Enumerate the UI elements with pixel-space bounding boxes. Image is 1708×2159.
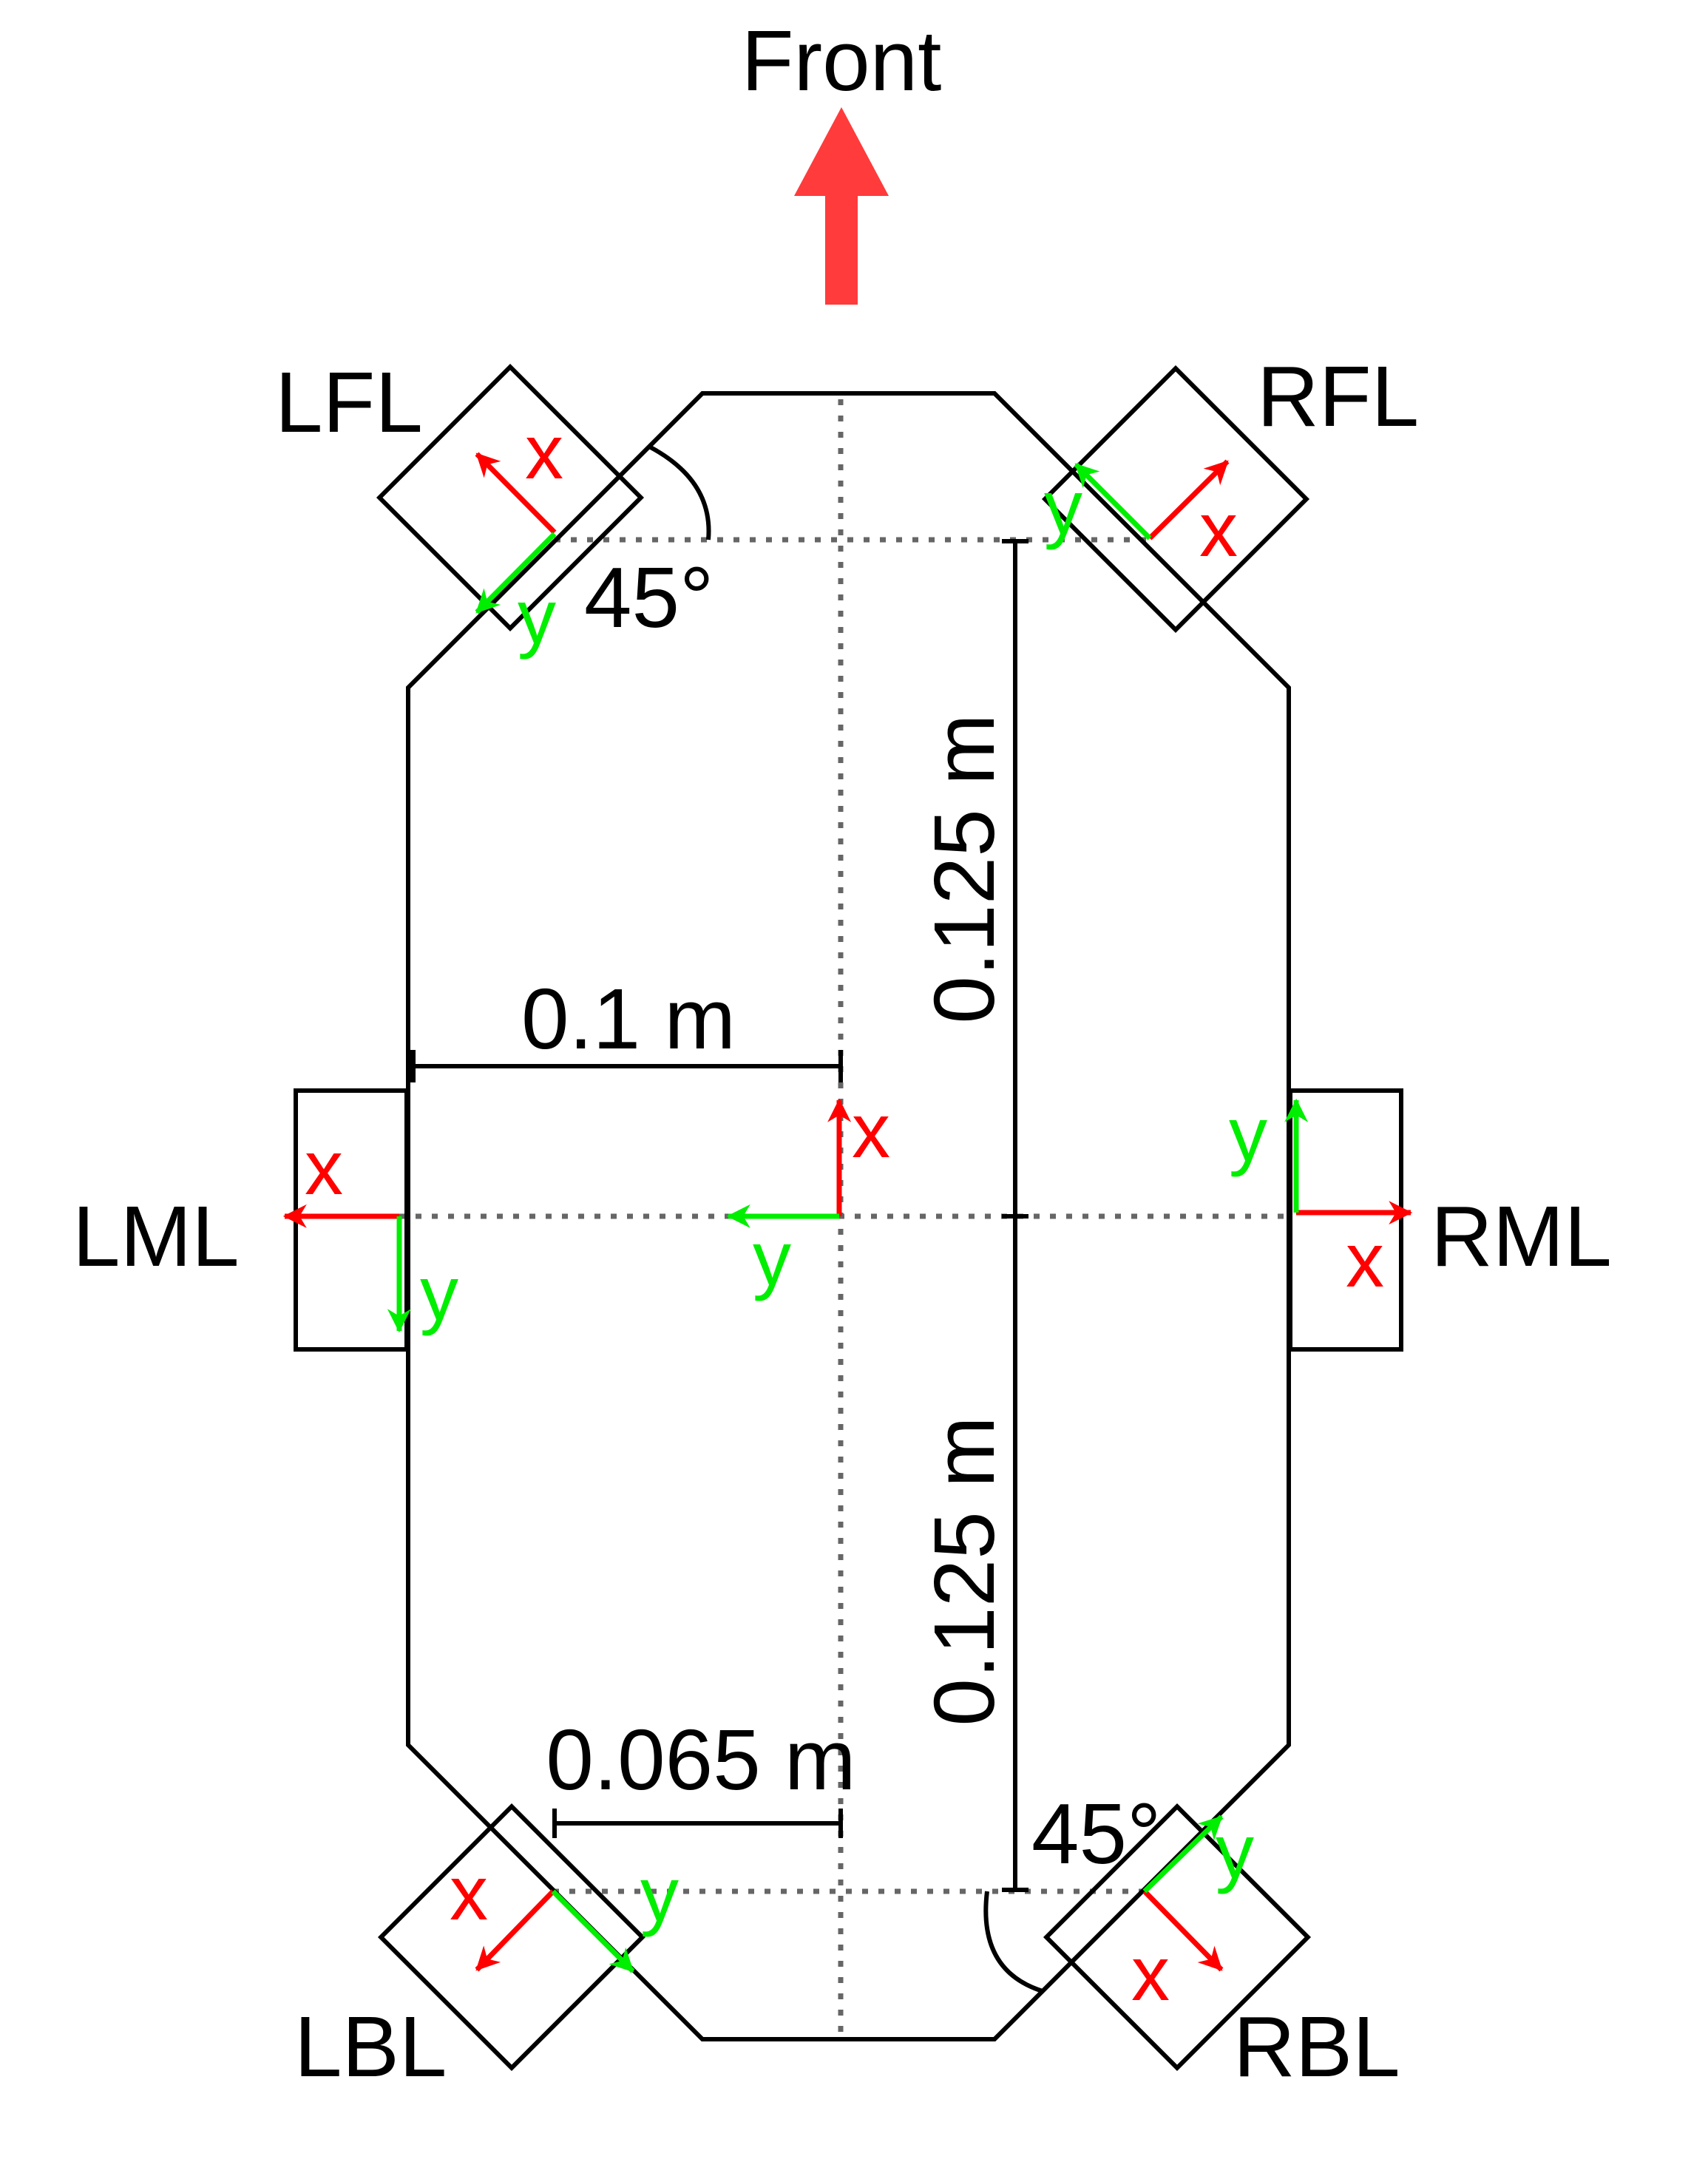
dim-back-half-length-label: 0.125 m bbox=[916, 1416, 1012, 1726]
sensor-label-lfl: LFL bbox=[275, 354, 423, 450]
sensor-box-rfl bbox=[1041, 365, 1310, 634]
center-x-label: x bbox=[852, 1088, 890, 1174]
lfl-y-label: y bbox=[518, 575, 556, 660]
lfl-x-arrow-icon bbox=[475, 452, 557, 535]
rml-x-label: x bbox=[1346, 1218, 1384, 1304]
angle-label-front-left: 45° bbox=[584, 549, 714, 645]
rbl-y-label: y bbox=[1216, 1809, 1254, 1895]
rbl-x-label: x bbox=[1131, 1931, 1170, 2017]
sensor-boxes bbox=[294, 363, 1403, 2072]
rbl-x-arrow-icon bbox=[1142, 1889, 1224, 1972]
lbl-y-label: y bbox=[640, 1852, 679, 1938]
dim-half-width-label: 0.1 m bbox=[521, 971, 736, 1067]
angle-label-back-right: 45° bbox=[1031, 1786, 1161, 1882]
dimension-lines bbox=[407, 539, 1028, 1892]
center-y-label: y bbox=[753, 1216, 791, 1302]
rfl-x-arrow-icon bbox=[1148, 459, 1230, 540]
robot-body bbox=[406, 391, 1291, 2041]
rfl-y-label: y bbox=[1044, 465, 1082, 551]
reference-lines bbox=[399, 399, 1294, 2041]
front-label: Front bbox=[742, 13, 942, 109]
axis-arrows bbox=[282, 452, 1413, 1973]
lml-y-label: y bbox=[420, 1251, 458, 1337]
lfl-y-arrow-icon bbox=[475, 532, 557, 614]
sensor-label-rbl: RBL bbox=[1233, 1999, 1400, 2095]
dim-front-half-length-label: 0.125 m bbox=[916, 714, 1012, 1023]
sensor-box-lbl bbox=[377, 1803, 646, 2072]
front-arrow-icon bbox=[794, 107, 889, 305]
dim-back-offset-label: 0.065 m bbox=[546, 1712, 855, 1808]
sensor-box-rbl bbox=[1043, 1803, 1312, 2072]
sensor-label-lml: LML bbox=[72, 1188, 240, 1284]
sensor-label-lbl: LBL bbox=[294, 1999, 447, 2095]
sensor-label-rfl: RFL bbox=[1257, 348, 1419, 444]
lml-x-label: x bbox=[305, 1125, 343, 1211]
angle-arc-back-right bbox=[983, 1891, 1043, 1993]
lbl-x-label: x bbox=[450, 1851, 488, 1936]
rbl-y-arrow-icon bbox=[1142, 1814, 1224, 1894]
sensor-box-lfl bbox=[376, 363, 645, 632]
lbl-y-arrow-icon bbox=[551, 1889, 635, 1973]
rml-y-label: y bbox=[1229, 1092, 1267, 1178]
lbl-x-arrow-icon bbox=[475, 1889, 555, 1972]
lfl-x-label: x bbox=[525, 410, 563, 495]
angle-arc-front-left bbox=[648, 444, 711, 540]
rfl-y-arrow-icon bbox=[1074, 462, 1152, 540]
sensor-label-rml: RML bbox=[1431, 1188, 1612, 1284]
rfl-x-label: x bbox=[1199, 487, 1238, 573]
